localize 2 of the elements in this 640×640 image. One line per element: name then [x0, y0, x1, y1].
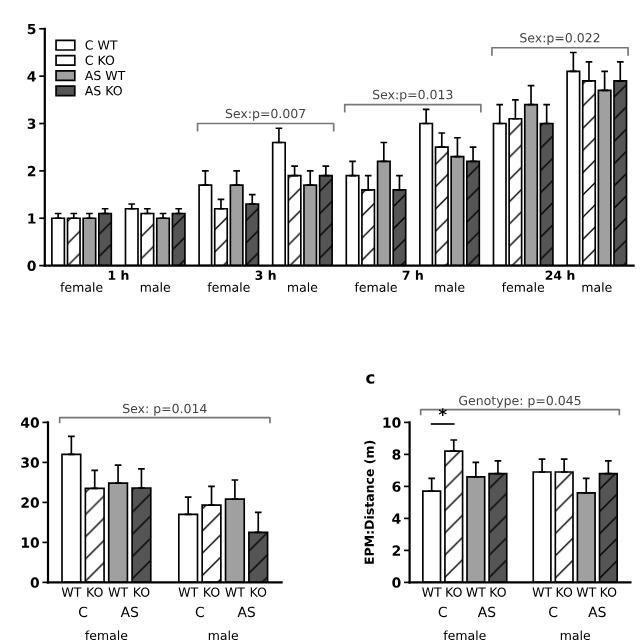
text: * — [438, 408, 447, 416]
chart-title: c — [366, 374, 375, 384]
